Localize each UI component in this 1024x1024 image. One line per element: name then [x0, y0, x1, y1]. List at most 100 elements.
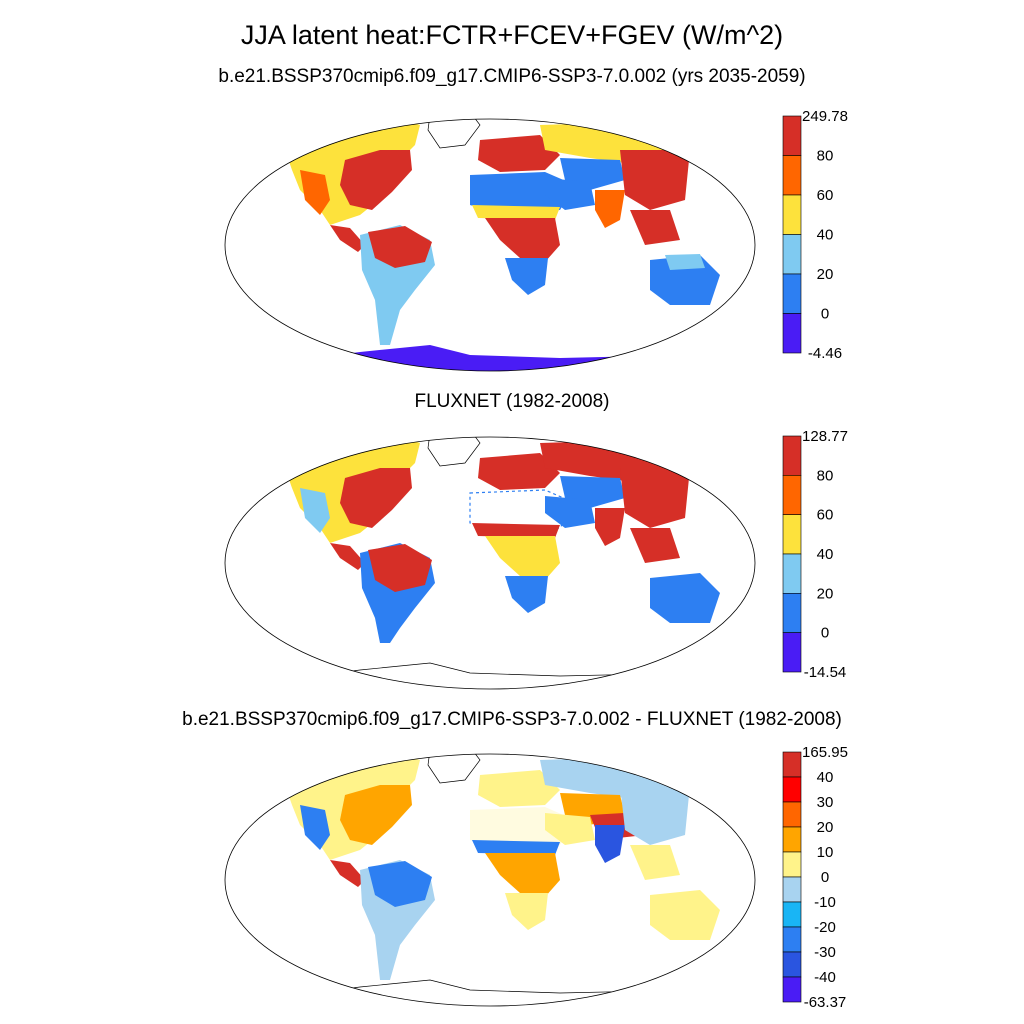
east-asia — [620, 785, 690, 845]
north-america-west — [300, 170, 330, 215]
panel-2-title: FLUXNET (1982-2008) — [414, 391, 610, 412]
central-america — [330, 543, 365, 570]
india — [595, 190, 625, 228]
colorbar-max-label: 165.95 — [802, 744, 848, 761]
central-africa — [485, 536, 560, 580]
colorbar-tick-label: 30 — [817, 794, 834, 811]
colorbar-tick-label: 20 — [817, 266, 834, 283]
east-asia — [620, 150, 690, 210]
colorbar-tick-label: 80 — [817, 148, 834, 165]
colorbar-swatch — [782, 632, 802, 673]
sahel — [472, 840, 560, 855]
australia — [650, 573, 720, 623]
colorbar-swatch — [782, 826, 802, 853]
southern-africa — [505, 576, 548, 613]
colorbar-swatch — [782, 475, 802, 515]
amazon-basin — [368, 861, 432, 907]
australia — [650, 890, 720, 940]
southeast-asia — [630, 845, 680, 880]
southeast-asia — [630, 528, 680, 563]
east-asia — [620, 468, 690, 528]
colorbar-max-label: 128.77 — [802, 428, 848, 445]
colorbar-tick-label: 0 — [821, 306, 829, 323]
colorbar-swatch — [782, 801, 802, 828]
antarctica — [300, 345, 700, 371]
colorbar-tick-label: 20 — [817, 819, 834, 836]
colorbar-tick-label: -30 — [814, 944, 836, 961]
central-africa — [485, 218, 560, 262]
colorbar-swatch — [782, 155, 802, 196]
middle-east — [545, 178, 595, 210]
colorbar-min-label: -4.46 — [808, 345, 842, 362]
north-america-east — [340, 468, 412, 528]
colorbar-max-label: 249.78 — [802, 108, 848, 125]
central-africa — [485, 853, 560, 897]
amazon-basin — [368, 544, 432, 592]
southern-africa — [505, 893, 548, 930]
colorbar-tick-label: -10 — [814, 894, 836, 911]
colorbar-swatch — [782, 273, 802, 314]
panel-3-colorbar: 165.95 40 30 20 10 0 -10 -20 -30 -40 -63.37 — [782, 744, 848, 1011]
colorbar-tick-label: -20 — [814, 919, 836, 936]
colorbar-tick-label: -40 — [814, 969, 836, 986]
panel-2-colorbar: 128.77 80 60 40 20 0 -14.54 — [782, 428, 848, 681]
europe — [478, 770, 560, 807]
central-america — [330, 860, 365, 887]
colorbar-min-label: -63.37 — [804, 994, 847, 1011]
colorbar-tick-label: 0 — [821, 625, 829, 642]
colorbar-tick-label: 80 — [817, 467, 834, 484]
colorbar-min-label: -14.54 — [804, 664, 847, 681]
colorbar-swatch — [782, 194, 802, 235]
antarctica — [299, 662, 701, 689]
north-america-west — [300, 488, 330, 533]
figure-title: JJA latent heat:FCTR+FCEV+FGEV (W/m^2) — [240, 20, 784, 50]
colorbar-swatch — [782, 876, 802, 903]
north-america-east — [340, 150, 412, 210]
antarctica — [299, 979, 701, 1006]
panel-3-title: b.e21.BSSP370cmip6.f09_g17.CMIP6-SSP3-7.… — [182, 709, 842, 730]
panel-3-map — [225, 754, 755, 1006]
colorbar-tick-label: 20 — [817, 585, 834, 602]
panel-1-colorbar: 249.78 80 60 40 20 0 -4.46 — [782, 108, 848, 362]
southeast-asia — [630, 210, 680, 245]
colorbar-swatch — [782, 751, 802, 778]
middle-east — [545, 496, 595, 528]
sahel — [472, 205, 560, 220]
colorbar-swatch — [782, 926, 802, 953]
colorbar-tick-label: 40 — [817, 769, 834, 786]
colorbar-swatch — [782, 851, 802, 878]
colorbar-tick-label: 60 — [817, 507, 834, 524]
colorbar-swatch — [782, 115, 802, 156]
australia-north — [665, 254, 705, 270]
panel-1-map — [225, 119, 755, 371]
panel-1-title: b.e21.BSSP370cmip6.f09_g17.CMIP6-SSP3-7.… — [218, 66, 806, 87]
north-america-east — [340, 785, 412, 845]
colorbar-swatch — [782, 313, 802, 354]
india — [595, 508, 625, 546]
colorbar-swatch — [782, 514, 802, 555]
amazon-basin — [368, 226, 432, 268]
colorbar-swatch — [782, 951, 802, 978]
colorbar-swatch — [782, 976, 802, 1003]
sahel — [472, 523, 560, 538]
central-america — [330, 225, 365, 252]
colorbar-tick-label: 40 — [817, 546, 834, 563]
india — [595, 825, 625, 863]
middle-east — [545, 813, 595, 845]
colorbar-swatch — [782, 435, 802, 476]
colorbar-tick-label: 60 — [817, 187, 834, 204]
southern-africa — [505, 258, 548, 295]
europe — [478, 453, 560, 490]
north-america-west — [300, 805, 330, 850]
colorbar-tick-label: 0 — [821, 869, 829, 886]
colorbar-swatch — [782, 234, 802, 275]
colorbar-tick-label: 40 — [817, 227, 834, 244]
panel-2-map — [225, 437, 755, 689]
colorbar-swatch — [782, 553, 802, 594]
colorbar-swatch — [782, 901, 802, 928]
colorbar-tick-label: 10 — [817, 844, 834, 861]
europe — [478, 135, 560, 172]
colorbar-swatch — [782, 593, 802, 633]
colorbar-swatch — [782, 776, 802, 803]
